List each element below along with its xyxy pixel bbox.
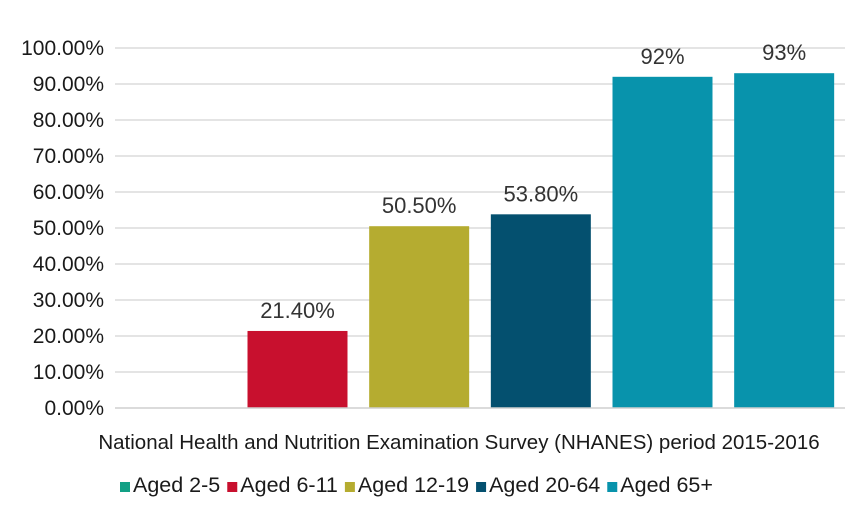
data-label: 50.50%: [382, 193, 457, 218]
y-tick-label: 100.00%: [21, 37, 104, 60]
data-labels: 21.40% 50.50% 53.80% 92% 93%: [260, 40, 806, 323]
data-label: 53.80%: [504, 181, 579, 206]
legend-swatch: [607, 482, 618, 492]
legend-label: Aged 6-11: [240, 473, 338, 497]
legend-label: Aged 12-19: [358, 473, 469, 497]
y-tick-label: 90.00%: [33, 73, 104, 96]
bar: [369, 226, 470, 408]
legend-label: Aged 20-64: [489, 473, 600, 497]
legend-label: Aged 2-5: [133, 473, 220, 497]
data-label: 93%: [762, 40, 806, 65]
legend-swatch: [120, 482, 130, 492]
y-tick-label: 60.00%: [33, 181, 104, 204]
y-tick-label: 80.00%: [33, 109, 104, 132]
legend-item: Aged 12-19: [344, 473, 469, 497]
y-tick-label: 0.00%: [44, 397, 104, 420]
legend-item: Aged 6-11: [227, 473, 338, 497]
legend-label: Aged 65+: [620, 473, 713, 497]
legend-item: Aged 65+: [607, 473, 713, 497]
y-tick-label: 50.00%: [33, 217, 104, 240]
legend: Aged 2-5 Aged 6-11 Aged 12-19 Aged 20-64 Age…: [120, 473, 713, 497]
y-tick-label: 20.00%: [33, 325, 104, 348]
data-label: 92%: [640, 44, 684, 69]
legend-item: Aged 2-5: [120, 473, 220, 497]
bar: [612, 76, 713, 409]
legend-swatch: [344, 482, 355, 492]
y-tick-label: 70.00%: [33, 145, 104, 168]
y-tick-label: 40.00%: [33, 253, 104, 276]
y-axis-tick-labels: 0.00% 10.00% 20.00% 30.00% 40.00% 50.00% 60.00…: [21, 37, 104, 420]
data-label: 21.40%: [260, 298, 335, 323]
legend-swatch: [227, 482, 238, 492]
bar: [734, 73, 835, 408]
bar: [490, 214, 591, 408]
legend-item: Aged 20-64: [476, 473, 600, 497]
gridlines: [115, 47, 845, 373]
x-axis-label: National Health and Nutrition Examinatio…: [98, 431, 819, 454]
y-tick-label: 30.00%: [33, 289, 104, 312]
bars: [247, 73, 835, 409]
bar: [247, 330, 348, 408]
legend-swatch: [476, 482, 487, 492]
y-tick-label: 10.00%: [33, 361, 104, 384]
